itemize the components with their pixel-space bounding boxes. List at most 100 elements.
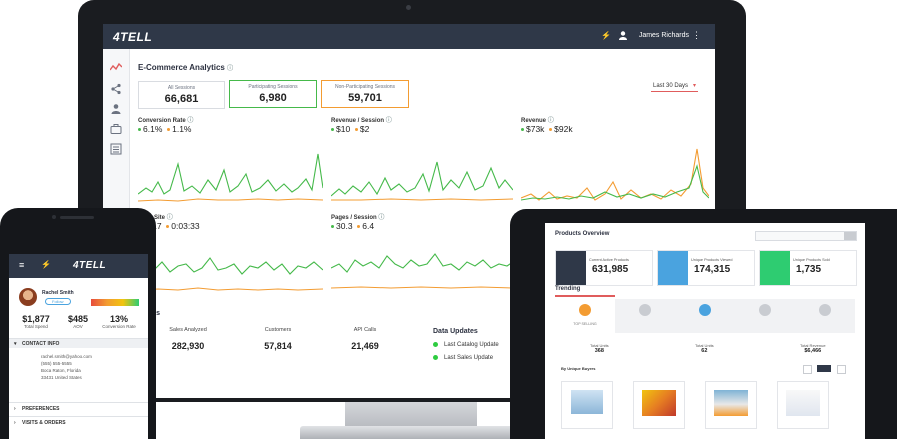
brand-logo[interactable]: 4TELL [113,30,153,44]
tab-label: TOP SELLING [573,322,597,326]
eye-icon [658,251,688,285]
brand-logo[interactable]: 4TELL [73,260,107,271]
tab-4[interactable] [735,299,795,333]
metric-pages-per-session: Pages / Session ⓘ 30.3 6.4 [331,212,384,231]
stat-customers: Customers 57,814 [243,327,313,351]
page-title: E-Commerce Analytics ⓘ [138,63,234,72]
product-card-4[interactable] [777,381,829,429]
box-icon [556,251,586,285]
stat-products-viewed: Unique Products Viewed 174,315 [657,250,755,286]
total-units-1: Total Units 368 [590,343,609,354]
tab-top-selling[interactable]: TOP SELLING [555,299,615,333]
info-icon: ⓘ [227,66,234,72]
briefcase-icon[interactable] [110,123,122,135]
phone-speaker [60,216,94,219]
phone-camera [52,215,56,219]
card-label: Participating Sessions [248,84,298,90]
chevron-right-icon: › [14,406,16,412]
metric-value-participating: $73k [526,124,545,134]
follow-button[interactable]: Follow [45,298,71,305]
more-menu-icon[interactable]: ⋮ [692,30,701,40]
card-all-sessions[interactable]: All Sessions 66,681 [138,81,225,109]
hamburger-icon[interactable]: ≡ [19,260,25,270]
contact-phone[interactable]: (555) 555-5555 [41,361,72,366]
kpi-total-spend: $1,877 Total Spend [21,314,51,329]
section-title: VISITS & ORDERS [22,420,66,426]
visits-orders-header[interactable]: › VISITS & ORDERS [9,416,148,427]
stat-label: Unique Products Viewed [691,258,733,262]
kpi-value: $485 [67,314,89,324]
tablet-screen: Products Overview Current Active Product… [545,223,865,439]
total-value: $6,466 [804,348,822,354]
metric-value-participating: 30.3 [336,221,353,231]
trending-underline [555,295,615,297]
kpi-label: Conversion Rate [102,324,136,329]
product-image [571,390,603,414]
total-units-2: Total Units 62 [695,343,714,354]
stat-products-sold: Unique Products Sold 1,735 [759,250,857,286]
contact-email[interactable]: rachel.smith@yahoo.com [41,354,92,359]
metric-value-participating: 6.1% [143,124,163,134]
share-icon[interactable] [110,83,122,95]
info-icon: ⓘ [547,118,554,124]
product-card-1[interactable] [561,381,613,429]
sparkline-time-on-site [138,257,323,291]
data-updates-heading: Data Updates [433,328,478,335]
user-icon[interactable] [619,31,627,40]
metric-value-non-participating: $92k [554,124,573,134]
info-icon: ⓘ [385,118,392,124]
trending-heading: Trending [555,286,581,292]
user-name[interactable]: James Richards [638,32,689,39]
info-icon: ⓘ [378,215,385,221]
total-label: Total Revenue [800,343,826,348]
stat-value: 631,985 [592,264,629,275]
total-revenue: Total Revenue $6,466 [800,343,826,354]
stat-api-calls: API Calls 21,469 [330,327,400,351]
stat-label: Customers [264,327,292,333]
date-range-select[interactable]: Last 30 Days ▾ [651,82,699,92]
contact-info-header[interactable]: ▾ CONTACT INFO [9,338,148,348]
card-participating-sessions[interactable]: Participating Sessions 6,980 [229,80,317,108]
kpi-value: 13% [109,314,128,324]
section-title: CONTACT INFO [22,341,60,347]
phone-top-bar: ≡ ⚡ 4TELL [9,254,148,278]
total-label: Total Units [590,343,609,348]
search-input[interactable] [755,231,857,241]
sparkline-revenue [521,148,709,201]
product-card-3[interactable] [705,381,757,429]
products-overview-title: Products Overview [555,231,610,237]
monitor-stand-base [300,426,524,439]
prev-page-icon[interactable] [803,365,812,374]
view-toggle[interactable] [817,365,831,372]
stat-label: Sales Analyzed [169,327,207,333]
metric-label: Revenue [521,118,547,124]
kpi-conversion-rate: 13% Conversion Rate [101,314,137,329]
tab-2[interactable] [615,299,675,333]
card-label: All Sessions [167,85,196,91]
total-value: 62 [701,348,708,354]
card-value: 59,701 [348,92,382,104]
stat-value: 174,315 [694,264,731,275]
bolt-icon[interactable]: ⚡ [41,260,51,269]
stat-value: 1,735 [796,264,822,275]
metric-value-non-participating: 6.4 [362,221,375,231]
customer-name: Rachel Smith [42,290,74,296]
card-non-participating-sessions[interactable]: Non-Participating Sessions 59,701 [321,80,409,108]
person-icon[interactable] [110,103,122,115]
analytics-icon[interactable] [110,61,122,73]
top-bar: 4TELL ⚡ James Richards ⋮ [103,24,715,49]
tab-3[interactable] [675,299,735,333]
info-icon: ⓘ [166,215,173,221]
avatar [19,288,37,306]
kpi-aov: $485 AOV [63,314,93,329]
contact-zip: 33431 United States [41,375,82,380]
preferences-header[interactable]: › PREFERENCES [9,402,148,413]
search-icon[interactable] [844,232,856,240]
caret-down-icon: ▾ [693,83,697,89]
bolt-icon[interactable]: ⚡ [601,31,611,40]
list-icon[interactable] [110,143,122,155]
product-card-2[interactable] [633,381,685,429]
next-page-icon[interactable] [837,365,846,374]
tab-5[interactable] [795,299,855,333]
status-dot [433,342,438,347]
